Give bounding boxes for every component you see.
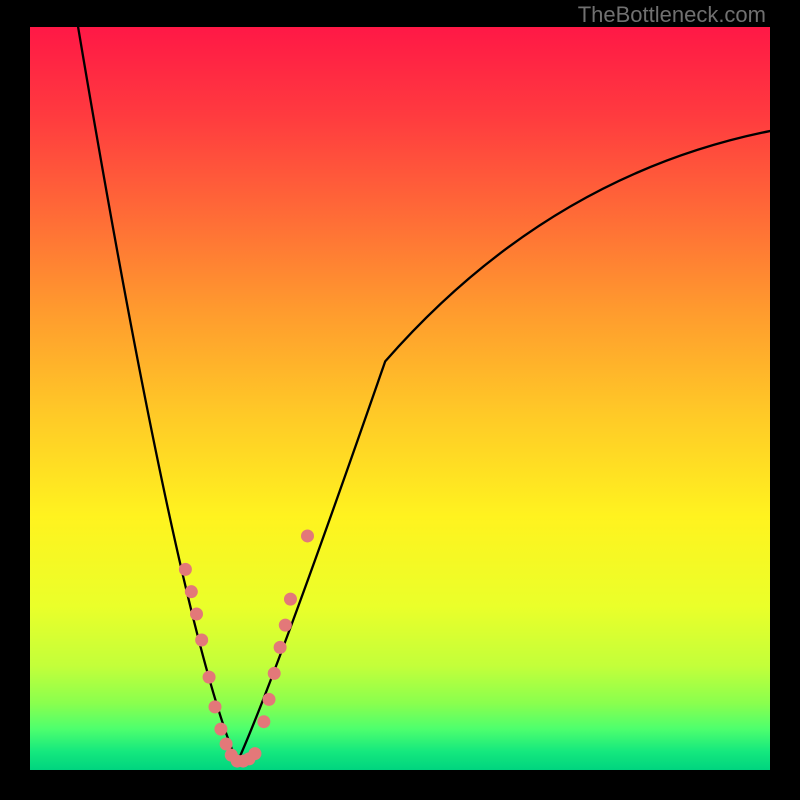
chart-background bbox=[30, 27, 770, 770]
bottleneck-curve-chart bbox=[30, 27, 770, 770]
watermark-text: TheBottleneck.com bbox=[578, 2, 766, 28]
chart-stage: TheBottleneck.com bbox=[0, 0, 800, 800]
